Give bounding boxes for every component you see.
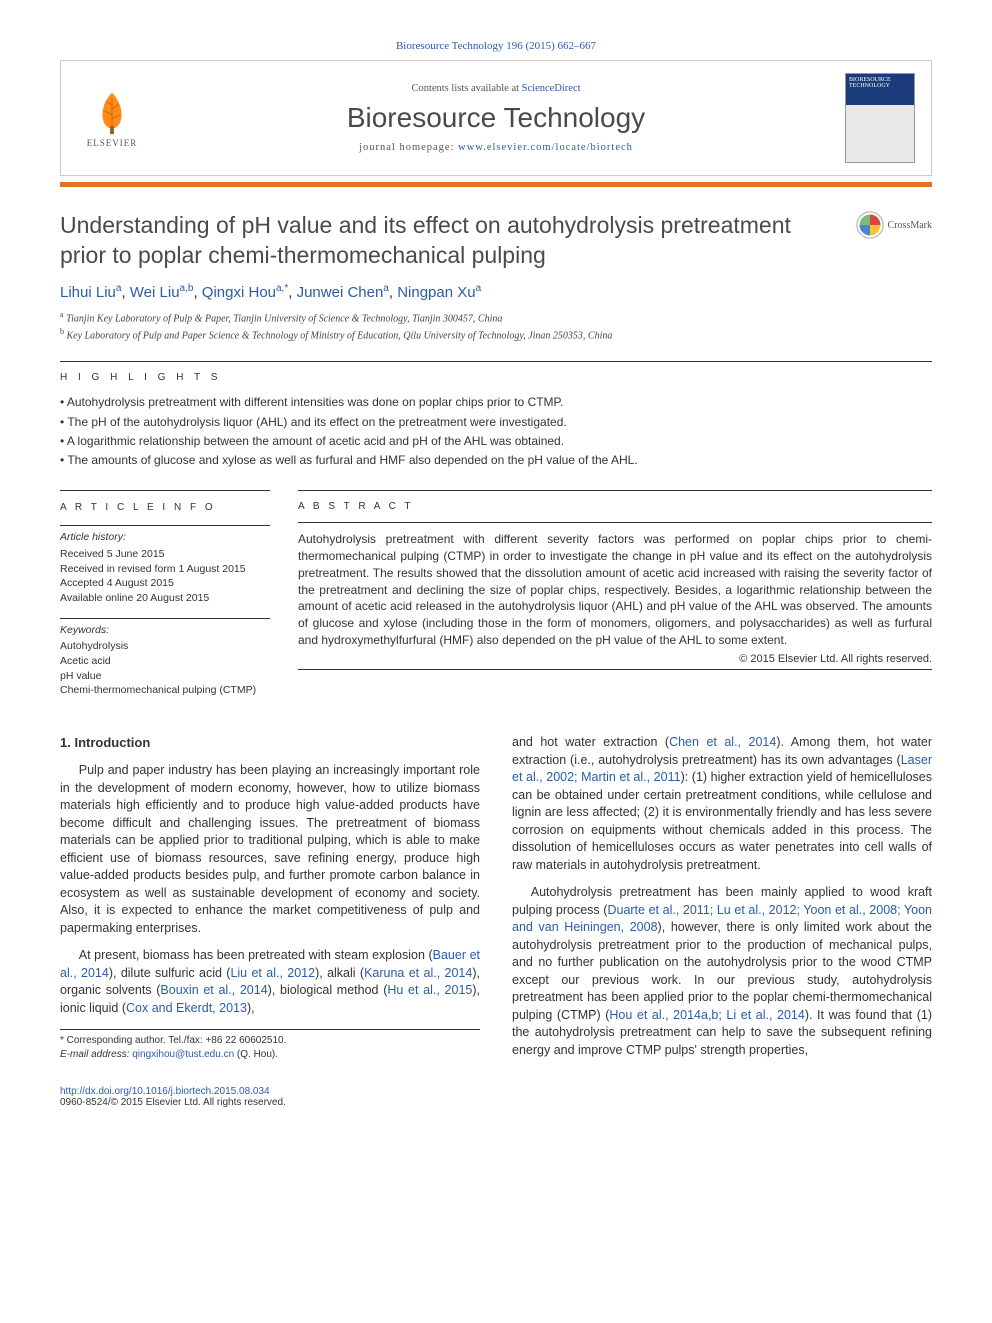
sciencedirect-link[interactable]: ScienceDirect (522, 83, 581, 94)
crossmark-icon (856, 211, 884, 239)
author-list: Lihui Liua, Wei Liua,b, Qingxi Houa,*, J… (60, 283, 932, 301)
keyword-item: Chemi-thermomechanical pulping (CTMP) (60, 683, 270, 698)
keyword-item: Acetic acid (60, 654, 270, 669)
citation-ref[interactable]: Karuna et al., 2014 (364, 966, 472, 980)
history-label: Article history: (60, 530, 270, 545)
intro-paragraph: Autohydrolysis pretreatment has been mai… (512, 884, 932, 1059)
contents-line: Contents lists available at ScienceDirec… (147, 83, 845, 94)
corresponding-author-footnote: * Corresponding author. Tel./fax: +86 22… (60, 1029, 480, 1062)
citation-ref[interactable]: Cox and Ekerdt, 2013 (126, 1001, 247, 1015)
author-link[interactable]: Ningpan Xu (397, 284, 475, 301)
homepage-link[interactable]: www.elsevier.com/locate/biortech (458, 142, 633, 153)
keywords-label: Keywords: (60, 623, 270, 638)
article-title: Understanding of pH value and its effect… (60, 211, 840, 271)
doi-link[interactable]: http://dx.doi.org/10.1016/j.biortech.201… (60, 1086, 270, 1097)
history-item: Available online 20 August 2015 (60, 591, 270, 606)
citation-ref[interactable]: Hou et al., 2014a,b; Li et al., 2014 (609, 1008, 804, 1022)
affiliations: a Tianjin Key Laboratory of Pulp & Paper… (60, 309, 932, 344)
abstract: A B S T R A C T Autohydrolysis pretreatm… (298, 486, 932, 710)
citation-ref[interactable]: Hu et al., 2015 (387, 983, 472, 997)
elsevier-tree-icon (88, 88, 136, 136)
citation-ref[interactable]: Chen et al., 2014 (669, 735, 776, 749)
page-footer: http://dx.doi.org/10.1016/j.biortech.201… (60, 1086, 932, 1108)
history-item: Received in revised form 1 August 2015 (60, 562, 270, 577)
copyright-line: © 2015 Elsevier Ltd. All rights reserved… (298, 653, 932, 665)
author-link[interactable]: Wei Liu (130, 284, 180, 301)
highlights-list: Autohydrolysis pretreatment with differe… (60, 393, 932, 470)
citation-ref[interactable]: Bouxin et al., 2014 (160, 983, 267, 997)
highlight-item: The pH of the autohydrolysis liquor (AHL… (60, 413, 932, 432)
history-item: Accepted 4 August 2015 (60, 576, 270, 591)
journal-name: Bioresource Technology (147, 102, 845, 134)
top-citation: Bioresource Technology 196 (2015) 662–66… (60, 40, 932, 52)
crossmark-label: CrossMark (888, 220, 932, 231)
homepage-line: journal homepage: www.elsevier.com/locat… (147, 142, 845, 153)
issn-line: 0960-8524/© 2015 Elsevier Ltd. All right… (60, 1097, 286, 1108)
journal-banner: ELSEVIER Contents lists available at Sci… (60, 60, 932, 176)
crossmark-badge[interactable]: CrossMark (856, 211, 932, 239)
abstract-text: Autohydrolysis pretreatment with differe… (298, 531, 932, 649)
intro-paragraph: At present, biomass has been pretreated … (60, 947, 480, 1017)
intro-paragraph: Pulp and paper industry has been playing… (60, 762, 480, 937)
keyword-item: Autohydrolysis (60, 639, 270, 654)
article-info: A R T I C L E I N F O Article history: R… (60, 486, 270, 710)
email-link[interactable]: qingxihou@tust.edu.cn (132, 1049, 234, 1060)
highlights-label: H I G H L I G H T S (60, 372, 932, 383)
author-link[interactable]: Junwei Chen (297, 284, 384, 301)
citation-ref[interactable]: Liu et al., 2012 (230, 966, 315, 980)
highlight-item: A logarithmic relationship between the a… (60, 432, 932, 451)
orange-rule (60, 182, 932, 187)
intro-heading: 1. Introduction (60, 734, 480, 752)
journal-cover-thumb: BIORESOURCE TECHNOLOGY (845, 73, 915, 163)
highlight-item: Autohydrolysis pretreatment with differe… (60, 393, 932, 412)
author-link[interactable]: Lihui Liu (60, 284, 116, 301)
history-item: Received 5 June 2015 (60, 547, 270, 562)
keyword-item: pH value (60, 669, 270, 684)
intro-paragraph: and hot water extraction (Chen et al., 2… (512, 734, 932, 874)
highlight-item: The amounts of glucose and xylose as wel… (60, 451, 932, 470)
publisher-name: ELSEVIER (87, 138, 138, 148)
author-link[interactable]: Qingxi Hou (202, 284, 276, 301)
